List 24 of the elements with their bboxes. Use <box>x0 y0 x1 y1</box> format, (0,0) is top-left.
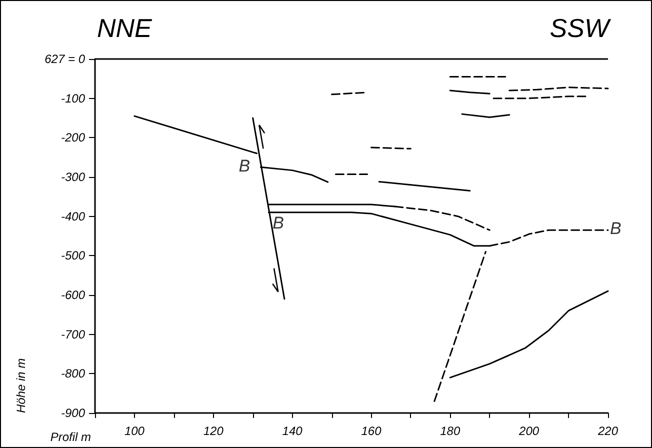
x-tick-label: 120 <box>203 424 224 438</box>
y-tick-label: -200 <box>60 130 86 145</box>
annotation: B <box>238 156 250 176</box>
y-tick-label: -600 <box>60 288 86 302</box>
x-tick-label: 140 <box>282 424 303 438</box>
y-tick-label: -300 <box>60 170 86 184</box>
y-tick-label: -700 <box>60 327 86 342</box>
x-tick-label: 100 <box>124 424 145 438</box>
annotation: B <box>610 219 622 238</box>
y-tick-label: -400 <box>60 209 86 224</box>
x-tick-label: 220 <box>596 424 618 438</box>
y-tick-label: -100 <box>60 91 86 106</box>
y-axis-title: Höhe in m <box>14 358 28 413</box>
y-tick-label: -900 <box>60 406 86 420</box>
x-tick-label: 200 <box>518 424 540 438</box>
x-axis-title: Profil m <box>50 430 91 444</box>
y-tick-label: 627 = 0 <box>44 52 86 66</box>
x-tick-label: 180 <box>440 424 460 438</box>
text: NNE <box>97 13 153 43</box>
x-tick-label: 160 <box>361 424 382 438</box>
y-tick-label: -800 <box>60 366 86 381</box>
annotation: B <box>272 213 284 232</box>
text: SSW <box>550 13 612 43</box>
y-tick-label: -500 <box>60 248 86 263</box>
